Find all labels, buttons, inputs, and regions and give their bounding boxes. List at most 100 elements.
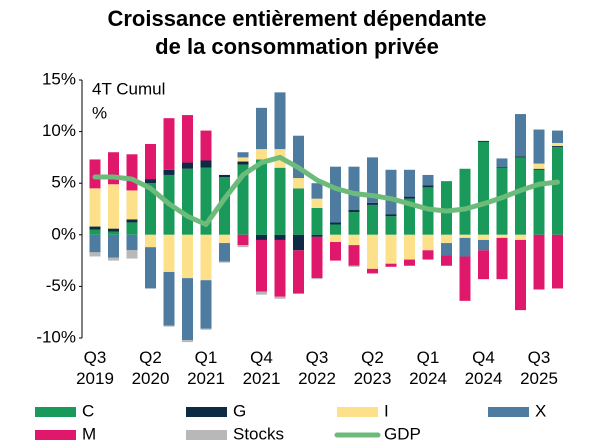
bar-segment (293, 178, 304, 189)
bar-segment (311, 207, 323, 235)
annotation: % (92, 103, 107, 122)
bar-segment (200, 280, 212, 329)
bar-segment (478, 141, 489, 235)
bar-segment (459, 234, 471, 238)
bar-segment (145, 179, 156, 184)
legend-swatch (186, 430, 227, 440)
bar-segment (293, 135, 304, 179)
bar-segment (219, 177, 230, 235)
bar-segment (89, 188, 101, 227)
y-tick-label: 5% (51, 173, 76, 192)
bar-segment (274, 296, 286, 299)
legend-label: M (82, 424, 96, 443)
bar-segment (478, 234, 489, 240)
bar-segment (422, 185, 434, 188)
legend-label: C (82, 401, 94, 420)
x-tick-label: Q4 2021 (242, 348, 281, 388)
bar-segment (182, 168, 193, 235)
bar-segment (422, 234, 434, 251)
bar-segment (311, 234, 323, 237)
bar-segment (311, 183, 323, 199)
bar-segment (293, 188, 304, 235)
bar-segment (385, 216, 397, 235)
bar-segment (404, 196, 415, 199)
x-tick-label: Q2 2023 (353, 348, 392, 388)
bar-segment (515, 239, 526, 311)
bar-segment (330, 222, 341, 225)
bar-segment (496, 158, 508, 167)
legend-swatch (186, 407, 227, 417)
bar-segment (182, 115, 193, 163)
x-tick-label: Q2 2020 (131, 348, 170, 388)
legend-label: I (384, 401, 389, 420)
bar-segment (552, 146, 563, 148)
bar-segment (367, 234, 378, 269)
bar-segment (200, 130, 212, 161)
legend-swatch (35, 407, 76, 417)
bar-segment (385, 214, 397, 217)
bar-segment (145, 143, 156, 180)
bar-segment (274, 167, 286, 235)
bar-segment (496, 166, 508, 168)
bar-segment (385, 169, 397, 215)
bar-segment (108, 234, 119, 258)
bar-segment (348, 245, 360, 266)
bar-segment (311, 198, 323, 208)
legend-swatch (337, 407, 378, 417)
bar-segment (459, 168, 471, 235)
bar-segment (515, 234, 526, 240)
bar-segment (348, 166, 360, 211)
y-tick-label: 0% (51, 224, 76, 243)
bar-segment (89, 229, 101, 235)
bar-segment (552, 147, 563, 235)
bar-segment (200, 167, 212, 235)
chart-title: de la consommation privée (155, 34, 439, 59)
bar-segment (330, 224, 341, 235)
bar-segment (163, 118, 175, 170)
bar-segment (182, 278, 193, 341)
bar-segment (348, 210, 360, 213)
bar-segment (478, 140, 489, 142)
bar-segment (367, 272, 378, 275)
bar-segment (478, 250, 489, 280)
bar-segment (237, 164, 249, 235)
annotation: 4T Cumul (92, 79, 165, 98)
bar-segment (367, 202, 378, 205)
bar-segment (552, 130, 563, 143)
bar-segment (237, 234, 249, 246)
bar-segment (274, 239, 286, 297)
bar-segment (237, 161, 249, 165)
bar-segment (478, 239, 489, 251)
bar-segment (533, 163, 545, 169)
bar-segment (533, 234, 545, 290)
bar-segment (182, 234, 193, 279)
bar-segment (311, 236, 323, 279)
bar-segment (126, 222, 138, 235)
bar-segment (145, 183, 156, 235)
bar-segment (293, 234, 304, 251)
bar-segment (182, 162, 193, 169)
bar-segment (182, 340, 193, 343)
bar-segment (441, 181, 452, 235)
bar-segment (200, 234, 212, 281)
x-tick-label: Q4 2024 (464, 348, 503, 388)
bar-segment (404, 234, 415, 260)
bar-segment (367, 268, 378, 273)
bar-segment (385, 234, 397, 264)
bar-segment (89, 252, 101, 257)
bar-segment (237, 157, 249, 162)
x-tick-label: Q3 2025 (520, 348, 558, 388)
bar-segment (145, 247, 156, 289)
y-tick-label: -5% (46, 276, 76, 295)
bar-segment (237, 245, 249, 248)
bar-segment (108, 152, 119, 185)
legend-label: G (233, 401, 246, 420)
bar-segment (89, 159, 101, 189)
bar-segment (126, 234, 138, 251)
y-tick-label: -10% (36, 327, 76, 346)
bar-segment (145, 234, 156, 248)
bar-segment (422, 174, 434, 186)
bar-segment (496, 167, 508, 235)
legend-swatch (35, 430, 76, 440)
